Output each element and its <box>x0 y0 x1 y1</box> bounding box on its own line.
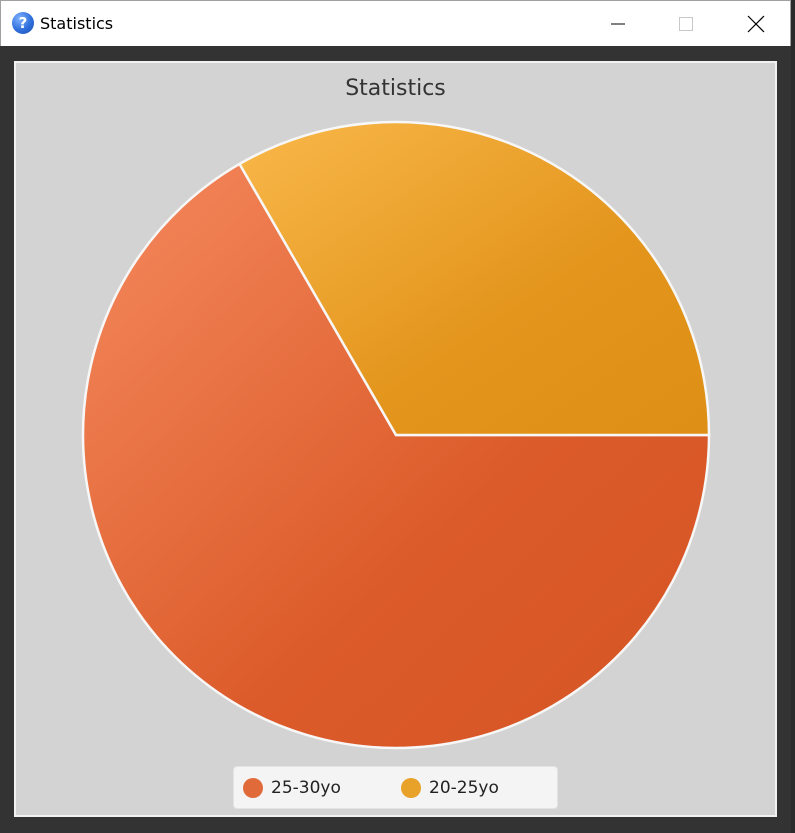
chart-panel: Statistics 25-30yo 20-25yo <box>14 61 777 817</box>
close-button[interactable] <box>733 1 779 46</box>
legend-swatch <box>243 778 263 798</box>
window-edge <box>791 0 795 833</box>
window-title: Statistics <box>40 14 114 33</box>
legend-swatch <box>401 778 421 798</box>
pie-slice-25-30yo[interactable] <box>81 162 711 750</box>
maximize-button[interactable] <box>663 1 709 46</box>
pie-chart <box>81 120 711 750</box>
maximize-icon <box>679 16 693 31</box>
legend-item: 25-30yo <box>243 777 341 799</box>
pie-slice-20-25yo[interactable] <box>237 120 711 437</box>
legend-label: 25-30yo <box>271 778 341 798</box>
minimize-button[interactable] <box>595 1 641 46</box>
legend-item: 20-25yo <box>401 777 499 799</box>
help-question-icon: ? <box>12 12 34 34</box>
minimize-icon <box>611 23 625 24</box>
close-icon <box>747 15 765 32</box>
legend-label: 20-25yo <box>429 778 499 798</box>
chart-legend: 25-30yo 20-25yo <box>233 766 558 809</box>
title-bar[interactable]: ? Statistics <box>0 0 791 46</box>
chart-title: Statistics <box>345 76 446 101</box>
